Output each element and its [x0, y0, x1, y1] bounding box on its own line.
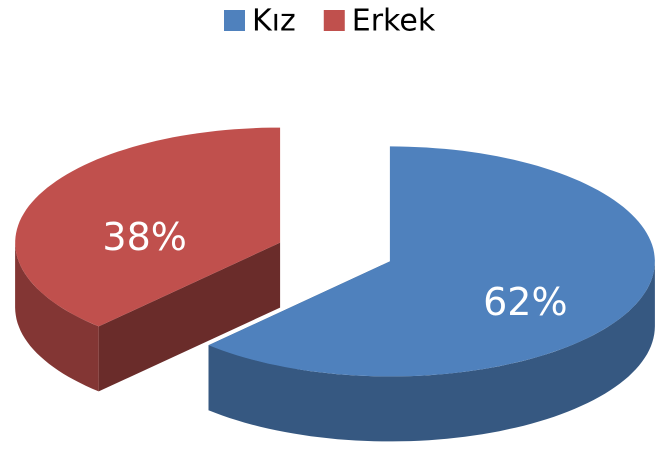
legend-swatch [323, 10, 345, 31]
slice-top [208, 146, 655, 377]
value-label: 62% [483, 280, 567, 324]
value-label: 38% [102, 215, 186, 259]
legend-text: Kız [252, 4, 296, 39]
legend: Kız Erkek [224, 4, 436, 39]
legend-swatch [224, 10, 245, 31]
slice-outer-side [15, 242, 99, 392]
legend-text: Erkek [352, 4, 436, 39]
slice-top [15, 127, 281, 327]
slice-radial-side [98, 242, 281, 392]
pie: 62% 38% [15, 127, 655, 442]
slice-outer-side [208, 261, 655, 442]
